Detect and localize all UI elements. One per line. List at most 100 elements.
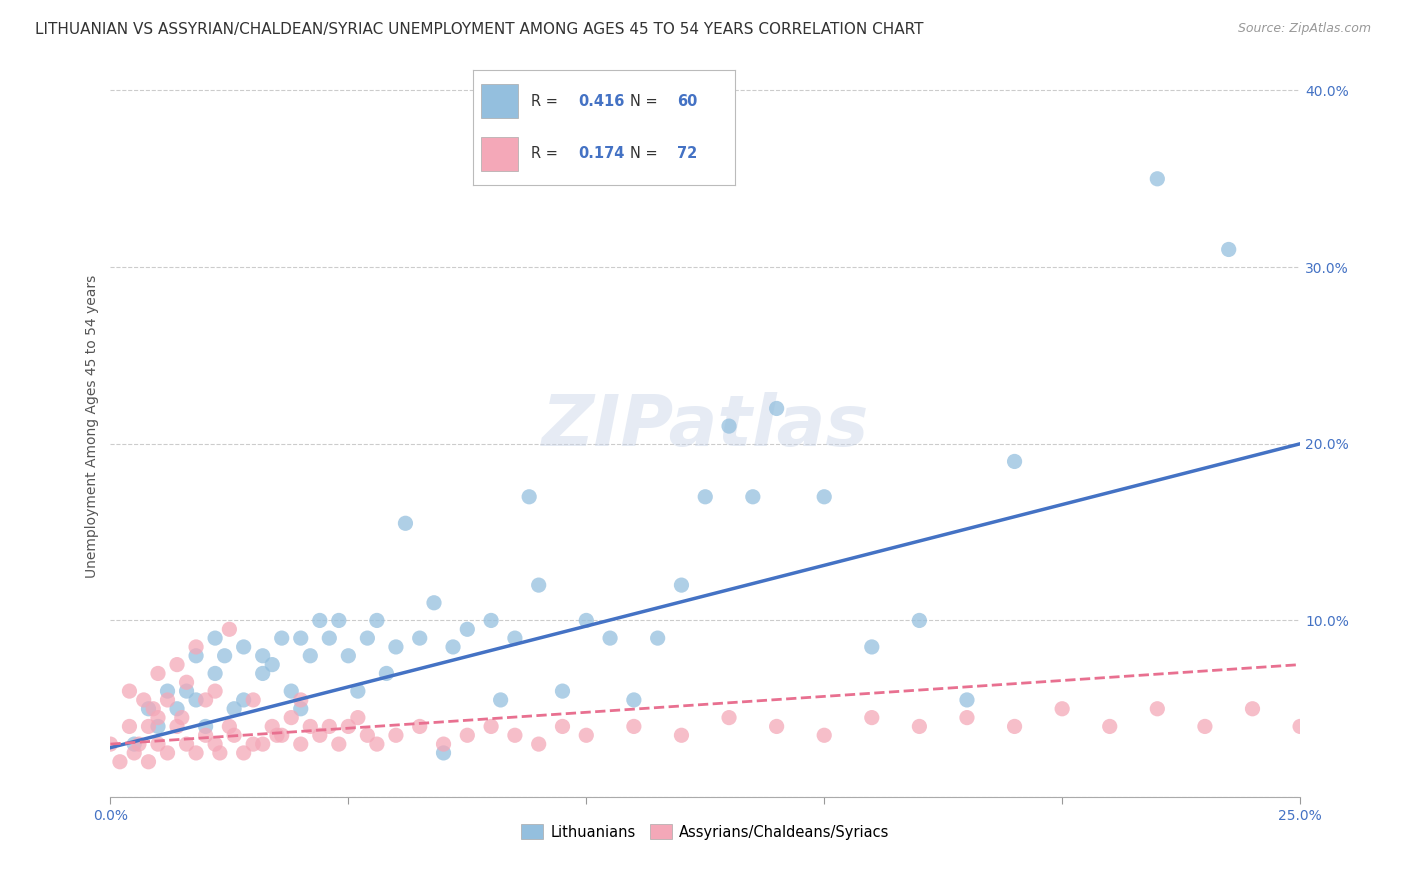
Point <box>1218 243 1240 257</box>
Point <box>204 737 226 751</box>
Point <box>122 737 145 751</box>
Point <box>860 710 883 724</box>
Point <box>138 755 160 769</box>
Point <box>252 666 274 681</box>
Point <box>456 728 478 742</box>
Point <box>184 640 207 654</box>
Point <box>623 693 645 707</box>
Point <box>146 710 169 724</box>
Point <box>394 516 416 531</box>
Point <box>318 719 340 733</box>
Point <box>128 737 150 751</box>
Point <box>280 710 302 724</box>
Point <box>166 719 188 733</box>
Point <box>290 737 312 751</box>
Legend: Lithuanians, Assyrians/Chaldeans/Syriacs: Lithuanians, Assyrians/Chaldeans/Syriacs <box>515 818 896 846</box>
Point <box>375 666 398 681</box>
Point <box>432 737 454 751</box>
Point <box>176 684 198 698</box>
Point <box>232 693 254 707</box>
Point <box>741 490 763 504</box>
Point <box>423 596 446 610</box>
Point <box>765 719 787 733</box>
Point <box>290 631 312 645</box>
Point <box>503 728 526 742</box>
Point <box>299 648 322 663</box>
Point <box>671 728 693 742</box>
Point <box>218 622 240 636</box>
Point <box>308 614 330 628</box>
Point <box>232 746 254 760</box>
Point <box>138 719 160 733</box>
Point <box>1050 702 1073 716</box>
Point <box>156 693 179 707</box>
Point <box>671 578 693 592</box>
Point <box>385 728 408 742</box>
Y-axis label: Unemployment Among Ages 45 to 54 years: Unemployment Among Ages 45 to 54 years <box>86 275 100 578</box>
Point <box>432 746 454 760</box>
Point <box>170 710 193 724</box>
Point <box>308 728 330 742</box>
Point <box>262 719 284 733</box>
Point <box>1146 171 1168 186</box>
Point <box>156 746 179 760</box>
Point <box>356 728 378 742</box>
Point <box>575 728 598 742</box>
Point <box>194 728 217 742</box>
Point <box>270 728 292 742</box>
Point <box>456 622 478 636</box>
Text: ZIPatlas: ZIPatlas <box>541 392 869 460</box>
Point <box>270 631 292 645</box>
Point <box>347 684 370 698</box>
Point <box>146 666 169 681</box>
Point <box>100 737 122 751</box>
Point <box>290 693 312 707</box>
Point <box>409 631 432 645</box>
Point <box>194 719 217 733</box>
Point <box>214 648 236 663</box>
Point <box>1241 702 1264 716</box>
Point <box>132 693 155 707</box>
Point <box>908 719 931 733</box>
Point <box>204 684 226 698</box>
Point <box>860 640 883 654</box>
Point <box>718 710 741 724</box>
Point <box>108 755 131 769</box>
Point <box>527 737 550 751</box>
Point <box>252 648 274 663</box>
Point <box>366 737 388 751</box>
Point <box>347 710 370 724</box>
Point <box>1098 719 1121 733</box>
Point <box>224 728 246 742</box>
Point <box>479 614 502 628</box>
Point <box>299 719 322 733</box>
Point <box>527 578 550 592</box>
Point <box>218 719 240 733</box>
Point <box>122 746 145 760</box>
Point <box>118 719 141 733</box>
Point <box>551 684 574 698</box>
Point <box>328 737 350 751</box>
Point <box>184 746 207 760</box>
Point <box>242 693 264 707</box>
Point <box>765 401 787 416</box>
Point <box>489 693 512 707</box>
Point <box>232 640 254 654</box>
Point <box>409 719 432 733</box>
Point <box>385 640 408 654</box>
Point <box>208 746 231 760</box>
Point <box>718 419 741 434</box>
Text: LITHUANIAN VS ASSYRIAN/CHALDEAN/SYRIAC UNEMPLOYMENT AMONG AGES 45 TO 54 YEARS CO: LITHUANIAN VS ASSYRIAN/CHALDEAN/SYRIAC U… <box>35 22 924 37</box>
Point <box>290 702 312 716</box>
Point <box>1194 719 1216 733</box>
Point <box>1146 702 1168 716</box>
Point <box>908 614 931 628</box>
Point <box>599 631 621 645</box>
Point <box>479 719 502 733</box>
Point <box>224 702 246 716</box>
Point <box>146 719 169 733</box>
Point <box>441 640 464 654</box>
Point <box>252 737 274 751</box>
Text: Source: ZipAtlas.com: Source: ZipAtlas.com <box>1237 22 1371 36</box>
Point <box>1289 719 1312 733</box>
